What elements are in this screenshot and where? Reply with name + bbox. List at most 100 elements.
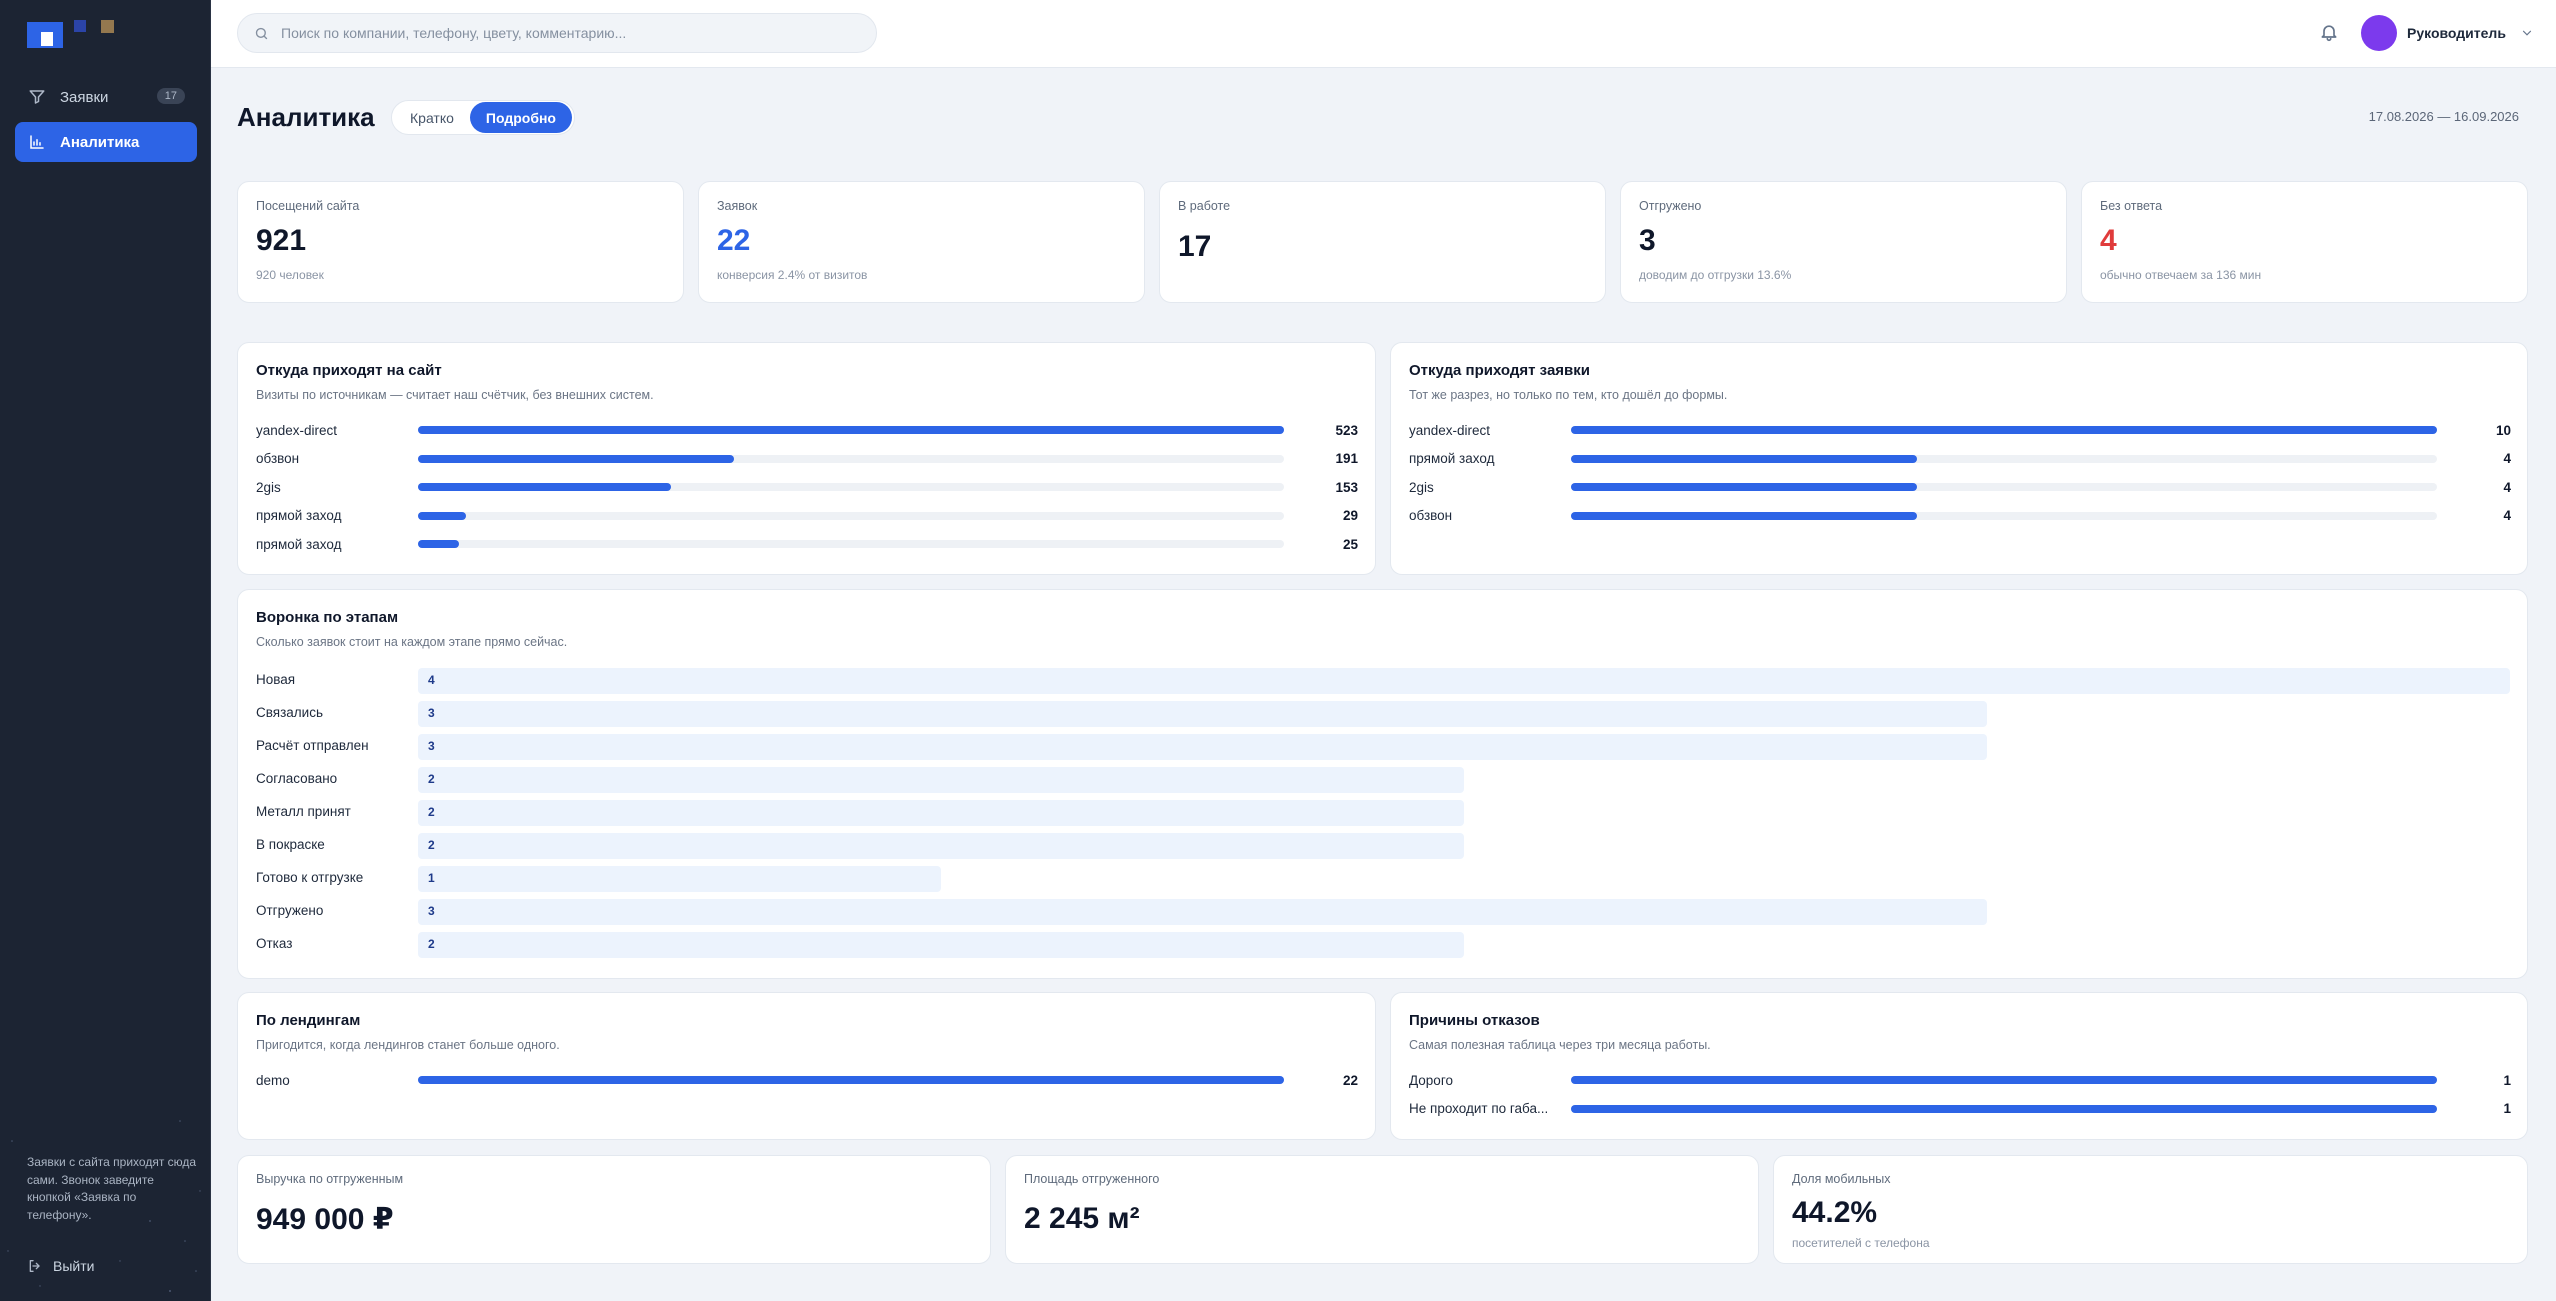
kpi-sub: 920 человек <box>256 268 324 282</box>
bar-value: 4 <box>2503 479 2511 495</box>
bar-label: обзвон <box>256 451 300 466</box>
bar-label: Дорого <box>1409 1072 1453 1088</box>
bar-value: 10 <box>2495 422 2511 438</box>
logout-button[interactable]: Выйти <box>27 1258 94 1274</box>
bar-value: 1 <box>2503 1072 2511 1088</box>
bar-label: прямой заход <box>256 508 342 523</box>
bar-label: yandex-direct <box>1409 422 1491 438</box>
funnel-stage-label: Металл принят <box>256 804 351 819</box>
bar-fill <box>1571 426 2437 434</box>
funnel-count: 3 <box>428 739 435 753</box>
bar-row: прямой заход 4 <box>1409 449 2511 469</box>
bar-track <box>418 483 1284 491</box>
view-toggle: Кратко Подробно <box>391 100 575 135</box>
funnel-icon <box>29 90 45 104</box>
date-range[interactable]: 17.08.2026 — 16.09.2026 <box>2368 109 2519 124</box>
funnel-bar: 2 <box>418 767 1464 793</box>
funnel-stage-label: Отказ <box>256 936 293 951</box>
kpi-card-requests: Заявок 22 конверсия 2.4% от визитов <box>698 181 1145 303</box>
funnel-row: Новая 4 <box>256 668 2516 694</box>
bar-fill <box>1571 454 1918 463</box>
bar-row: обзвон 4 <box>1409 506 2511 526</box>
bar-label: yandex-direct <box>256 422 338 438</box>
kpi-label: В работе <box>1178 199 1231 213</box>
funnel-count: 2 <box>428 772 435 786</box>
bar-row: yandex-direct 10 <box>1409 420 2511 440</box>
kpi-value: 3 <box>1639 224 1656 257</box>
sidebar-hint: Заявки с сайта приходят сюда сами. Звоно… <box>27 1155 197 1222</box>
landings-card: По лендингам Пригодится, когда лендингов… <box>237 992 1376 1140</box>
logo[interactable] <box>27 20 147 50</box>
bell-icon[interactable] <box>2319 22 2339 42</box>
funnel-stage-label: Отгружено <box>256 903 324 918</box>
toggle-brief[interactable]: Кратко <box>410 109 454 126</box>
stat-sub: посетителей с телефона <box>1792 1236 1930 1250</box>
bar-row: demo 22 <box>256 1070 1358 1090</box>
funnel-count: 2 <box>428 937 435 951</box>
funnel-bar: 3 <box>418 701 1987 727</box>
funnel-count: 3 <box>428 706 435 720</box>
funnel-stage-label: Расчёт отправлен <box>256 738 369 753</box>
bar-track <box>1571 511 2437 520</box>
kpi-card-visits: Посещений сайта 921 920 человек <box>237 181 684 303</box>
bar-fill <box>418 483 672 491</box>
kpi-card-in-work: В работе 17 <box>1159 181 1606 303</box>
bar-row: обзвон 191 <box>256 449 1358 469</box>
funnel-bar: 3 <box>418 734 1987 760</box>
bar-value: 25 <box>1342 536 1358 552</box>
bar-value: 4 <box>2503 508 2511 523</box>
stat-label: Площадь отгруженного <box>1024 1172 1160 1186</box>
bar-row: прямой заход 29 <box>256 506 1358 526</box>
kpi-card-no-answer: Без ответа 4 обычно отвечаем за 136 мин <box>2081 181 2528 303</box>
bar-value: 523 <box>1335 422 1358 438</box>
card-title: Откуда приходят заявки <box>1409 362 1590 379</box>
bar-row: прямой заход 25 <box>256 534 1358 554</box>
funnel-bar: 4 <box>418 668 2510 694</box>
sidebar-item-analytics[interactable]: Аналитика <box>15 122 197 162</box>
search-input[interactable] <box>281 25 861 41</box>
logout-label: Выйти <box>53 1258 95 1274</box>
bar-fill <box>418 540 460 548</box>
stat-label: Выручка по отгруженным <box>256 1172 404 1186</box>
kpi-sub: обычно отвечаем за 136 мин <box>2100 268 2262 282</box>
requests-count-badge: 17 <box>156 88 185 104</box>
bar-fill <box>1571 1104 2437 1113</box>
bar-label: 2gis <box>256 479 281 495</box>
bar-fill <box>1571 511 1918 520</box>
funnel-row: Готово к отгрузке 1 <box>256 866 2516 892</box>
funnel-stage-label: Готово к отгрузке <box>256 870 364 885</box>
bar-fill <box>418 511 467 520</box>
kpi-value: 17 <box>1178 230 1212 263</box>
bar-fill <box>418 454 735 463</box>
bar-value: 22 <box>1342 1072 1358 1088</box>
kpi-card-shipped: Отгружено 3 доводим до отгрузки 13.6% <box>1620 181 2067 303</box>
bar-fill <box>418 426 1284 434</box>
user-menu[interactable]: Руководитель <box>2361 15 2534 51</box>
funnel-row: В покраске 2 <box>256 833 2516 859</box>
kpi-value: 22 <box>717 224 751 257</box>
bar-value: 191 <box>1335 451 1358 466</box>
topbar: Руководитель <box>211 0 2556 68</box>
bar-track <box>1571 426 2437 434</box>
logout-icon <box>29 1260 40 1272</box>
kpi-label: Заявок <box>717 199 758 213</box>
kpi-sub: доводим до отгрузки 13.6% <box>1639 268 1792 282</box>
funnel-row: Отгружено 3 <box>256 899 2516 925</box>
funnel-count: 3 <box>428 904 435 918</box>
card-subtitle: Пригодится, когда лендингов станет больш… <box>256 1038 560 1052</box>
bar-fill <box>1571 483 1918 491</box>
area-card: Площадь отгруженного 2 245 м² <box>1005 1155 1759 1264</box>
search-box[interactable] <box>237 13 877 53</box>
user-name: Руководитель <box>2407 25 2506 41</box>
bar-track <box>1571 454 2437 463</box>
bar-fill <box>1571 1076 2437 1084</box>
bar-value: 153 <box>1335 479 1358 495</box>
funnel-row: Связались 3 <box>256 701 2516 727</box>
card-subtitle: Самая полезная таблица через три месяца … <box>1409 1038 1711 1052</box>
stat-value: 2 245 м² <box>1024 1202 1140 1235</box>
sidebar-item-requests[interactable]: Заявки 17 <box>15 77 197 117</box>
avatar <box>2361 15 2397 51</box>
funnel-stage-label: Новая <box>256 672 296 687</box>
funnel-row: Металл принят 2 <box>256 800 2516 826</box>
toggle-detailed[interactable]: Подробно <box>469 102 572 133</box>
